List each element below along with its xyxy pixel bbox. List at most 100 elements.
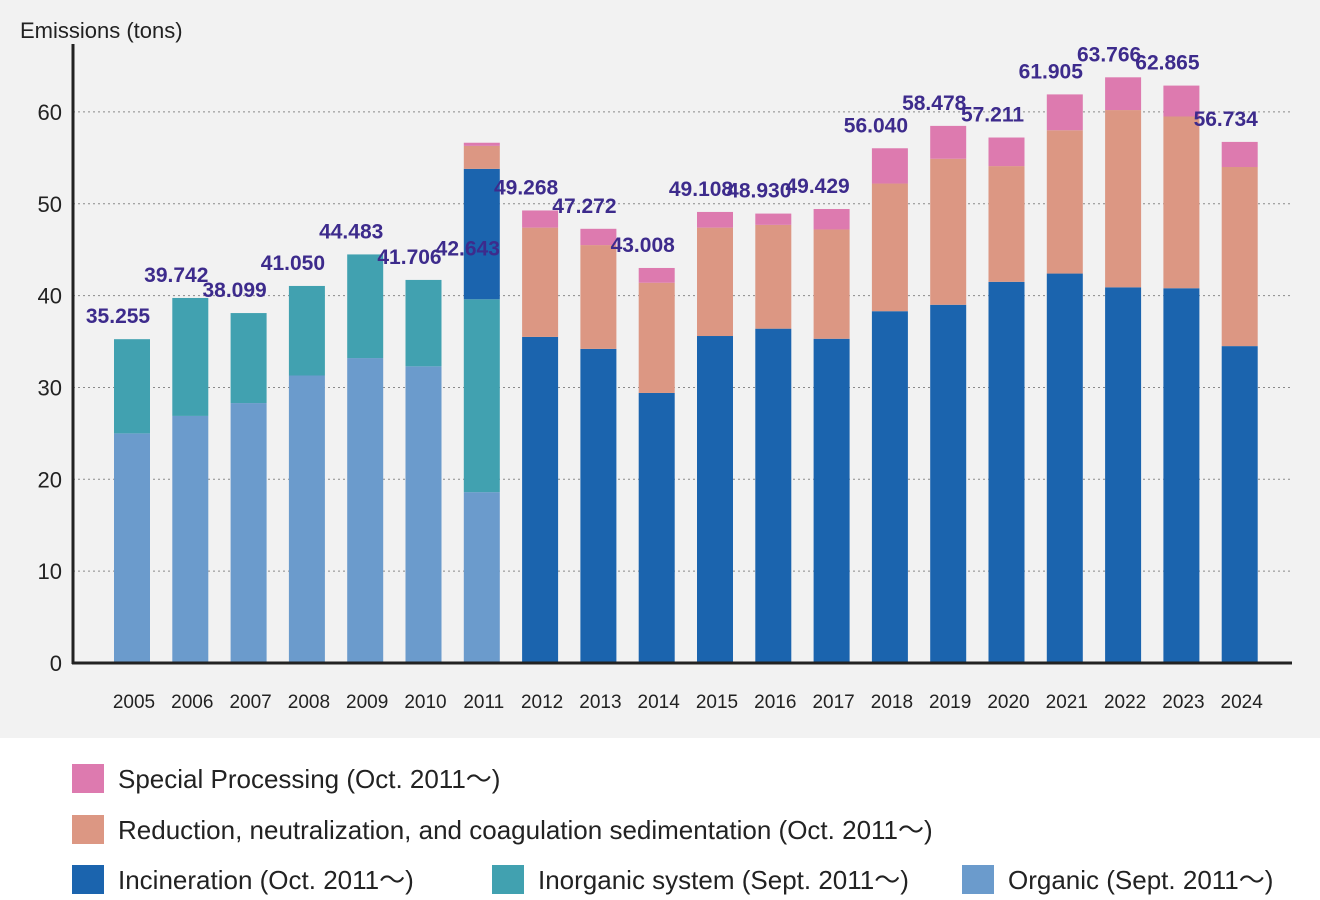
bar-2011-special [463, 142, 500, 146]
total-label-2012: 49.268 [494, 176, 559, 199]
x-tick-label-2009: 2009 [346, 692, 388, 713]
y-axis-title: Emissions (tons) [20, 18, 183, 43]
x-tick-label-2015: 2015 [696, 692, 738, 713]
bar-2014-incineration [638, 392, 675, 663]
bar-2012-incineration [522, 336, 559, 663]
total-label-2010: 41.706 [377, 246, 441, 269]
bar-2011-incineration [463, 168, 500, 300]
bar-2018-reduction [871, 183, 908, 312]
bar-2007-inorganic [230, 313, 267, 404]
bar-2013-reduction [580, 245, 617, 349]
legend-swatch-reduction [72, 815, 104, 844]
bar-2010-inorganic [405, 279, 442, 367]
y-tick-label-0: 0 [50, 651, 62, 676]
legend-label-inorganic: Inorganic system (Sept. 2011～) [538, 865, 909, 895]
bar-2020-reduction [988, 166, 1025, 282]
legend-label-incineration: Incineration (Oct. 2011～) [118, 865, 414, 895]
total-label-2015: 49.108 [669, 178, 734, 201]
bar-2014-special [638, 267, 675, 283]
x-tick-label-2017: 2017 [812, 692, 854, 713]
bar-2019-reduction [930, 158, 967, 305]
bar-2020-special [988, 137, 1025, 167]
bar-2012-reduction [522, 227, 559, 337]
total-label-2020: 57.211 [961, 104, 1024, 127]
bar-2023-reduction [1163, 116, 1200, 289]
x-tick-label-2011: 2011 [463, 692, 504, 713]
bar-2017-incineration [813, 338, 850, 663]
total-label-2019: 58.478 [902, 92, 967, 115]
y-tick-label-20: 20 [38, 467, 62, 492]
x-tick-label-2006: 2006 [171, 692, 213, 713]
y-tick-label-50: 50 [38, 192, 62, 217]
bar-2024-special [1221, 141, 1258, 168]
total-label-2021: 61.905 [1019, 60, 1084, 83]
bar-2015-special [697, 211, 733, 228]
legend-swatch-organic [962, 865, 994, 894]
bar-2016-incineration [755, 328, 792, 663]
total-label-2007: 38.099 [202, 279, 266, 302]
x-tick-label-2005: 2005 [113, 692, 155, 713]
bar-2015-incineration [697, 336, 733, 663]
bar-2010-organic [405, 366, 442, 663]
bar-2015-reduction [697, 227, 733, 337]
bar-2019-incineration [930, 304, 967, 663]
x-tick-label-2013: 2013 [579, 692, 621, 713]
legend-label-reduction: Reduction, neutralization, and coagulati… [118, 815, 933, 845]
bar-2012-special [522, 210, 559, 228]
bar-2017-special [813, 208, 850, 230]
bar-2024-incineration [1221, 346, 1258, 663]
x-tick-label-2024: 2024 [1221, 692, 1264, 713]
bar-2022-special [1105, 77, 1142, 111]
total-label-2005: 35.255 [86, 305, 151, 328]
legend: Special Processing (Oct. 2011～) Reductio… [0, 738, 1320, 900]
bar-2006-organic [172, 415, 209, 663]
x-tick-label-2019: 2019 [929, 692, 971, 713]
bar-2020-incineration [988, 281, 1025, 663]
bar-2011-organic [463, 492, 500, 663]
bar-2009-organic [347, 358, 384, 663]
bar-2009-inorganic [347, 254, 384, 359]
bar-2021-reduction [1046, 130, 1083, 274]
x-tick-label-2014: 2014 [638, 692, 681, 713]
total-label-2008: 41.050 [261, 252, 325, 275]
total-label-2013: 47.272 [552, 195, 616, 218]
x-tick-label-2016: 2016 [754, 692, 796, 713]
bar-2006-inorganic [172, 297, 209, 416]
total-label-2024: 56.734 [1194, 108, 1259, 131]
bar-2005-inorganic [114, 339, 150, 434]
bar-2018-special [871, 148, 908, 184]
x-tick-label-2021: 2021 [1046, 692, 1088, 713]
bar-2023-special [1163, 85, 1200, 117]
bar-2024-reduction [1221, 167, 1258, 347]
x-tick-label-2008: 2008 [288, 692, 330, 713]
bar-2016-special [755, 213, 792, 225]
x-tick-label-2023: 2023 [1162, 692, 1204, 713]
bar-2021-special [1046, 94, 1083, 131]
bar-2019-special [930, 125, 967, 159]
bar-2022-incineration [1105, 287, 1142, 663]
total-label-2014: 43.008 [611, 234, 676, 257]
x-tick-label-2022: 2022 [1104, 692, 1146, 713]
total-label-2022: 63.766 [1077, 43, 1141, 66]
bar-2018-incineration [871, 311, 908, 663]
y-tick-label-30: 30 [38, 375, 62, 400]
legend-swatch-special [72, 764, 104, 793]
bar-2011-reduction [463, 145, 500, 169]
legend-label-special: Special Processing (Oct. 2011～) [118, 764, 501, 794]
y-tick-label-40: 40 [38, 284, 62, 309]
total-label-2016: 48.930 [727, 180, 791, 203]
bar-2022-reduction [1105, 110, 1142, 288]
bar-2007-organic [230, 403, 267, 663]
legend-swatch-incineration [72, 865, 104, 894]
y-tick-label-10: 10 [38, 559, 62, 584]
bar-2013-special [580, 228, 617, 246]
bar-2014-reduction [638, 282, 675, 393]
total-label-2011: 42.643 [436, 237, 500, 260]
bar-2013-incineration [580, 348, 617, 663]
bar-2016-reduction [755, 224, 792, 329]
x-tick-label-2012: 2012 [521, 692, 563, 713]
bar-2023-incineration [1163, 288, 1200, 663]
total-label-2023: 62.865 [1135, 52, 1200, 75]
x-tick-label-2007: 2007 [229, 692, 271, 713]
total-label-2017: 49.429 [785, 175, 849, 198]
